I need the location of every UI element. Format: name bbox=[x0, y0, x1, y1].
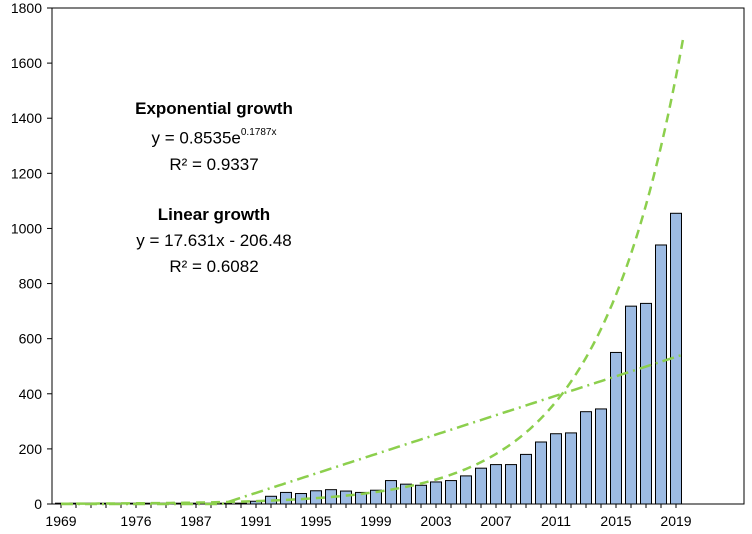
y-tick-label: 1600 bbox=[11, 55, 42, 71]
x-tick-label: 1991 bbox=[240, 513, 271, 529]
bar bbox=[340, 490, 352, 505]
exponential-trendline bbox=[60, 36, 685, 505]
bar bbox=[535, 441, 547, 505]
bar bbox=[580, 411, 592, 505]
y-tick-label: 0 bbox=[34, 496, 42, 512]
linear-trendline bbox=[61, 353, 684, 506]
linear-annotation: Linear growth y = 17.631x - 206.48 R² = … bbox=[94, 202, 334, 280]
linear-title: Linear growth bbox=[157, 205, 271, 224]
bar bbox=[460, 475, 472, 505]
linear-r2: R² = 0.6082 bbox=[169, 257, 259, 276]
bar bbox=[505, 464, 517, 505]
x-tick-label: 1995 bbox=[300, 513, 331, 529]
bar bbox=[400, 483, 412, 505]
bar bbox=[445, 480, 457, 505]
bar bbox=[415, 484, 427, 505]
x-tick-label: 2019 bbox=[660, 513, 691, 529]
plot-frame bbox=[51, 7, 745, 505]
x-tick-label: 2007 bbox=[480, 513, 511, 529]
bar bbox=[235, 502, 247, 505]
x-tick-label: 1969 bbox=[45, 513, 76, 529]
exponential-equation-exponent: 0.1787x bbox=[240, 127, 277, 138]
x-tick-label: 1999 bbox=[360, 513, 391, 529]
bar bbox=[520, 453, 532, 505]
y-tick-label: 600 bbox=[19, 331, 43, 347]
linear-equation: y = 17.631x - 206.48 bbox=[136, 231, 292, 250]
x-tick-label: 1976 bbox=[120, 513, 151, 529]
y-tick-label: 1800 bbox=[11, 0, 42, 16]
bar bbox=[475, 467, 487, 505]
bar bbox=[385, 480, 397, 505]
bar bbox=[595, 408, 607, 505]
x-tick-label: 2003 bbox=[420, 513, 451, 529]
exponential-equation-base: y = 0.8535e bbox=[151, 128, 241, 148]
bar bbox=[430, 481, 442, 505]
exponential-equation: y = 0.8535e0.1787x bbox=[94, 122, 334, 152]
bar bbox=[655, 244, 667, 505]
bar bbox=[490, 464, 502, 505]
bar bbox=[565, 432, 577, 505]
exponential-r2: R² = 0.9337 bbox=[169, 154, 259, 174]
tick-labels-layer: 0 200 400 600 800 1000 1200 1400 1600 1800 1969 197… bbox=[11, 0, 692, 529]
x-tick-label: 1987 bbox=[180, 513, 211, 529]
bar bbox=[640, 302, 652, 505]
y-tick-label: 1400 bbox=[11, 110, 42, 126]
y-tick-label: 400 bbox=[19, 386, 43, 402]
x-tick-label: 2011 bbox=[541, 513, 571, 529]
y-tick-label: 1200 bbox=[11, 165, 42, 181]
trendlines-layer bbox=[60, 36, 685, 506]
y-tick-label: 1000 bbox=[11, 220, 42, 236]
bar bbox=[220, 502, 232, 505]
bar bbox=[355, 491, 367, 505]
bar bbox=[550, 433, 562, 505]
bar bbox=[370, 489, 382, 505]
exponential-title: Exponential growth bbox=[135, 99, 293, 118]
x-tick-label: 2015 bbox=[600, 513, 631, 529]
y-tick-label: 200 bbox=[19, 441, 43, 457]
bar bbox=[280, 491, 292, 505]
bar bbox=[610, 351, 622, 505]
exponential-annotation: Exponential growth y = 0.8535e0.1787x R²… bbox=[94, 96, 334, 178]
bar bbox=[625, 305, 637, 505]
y-tick-label: 800 bbox=[19, 276, 43, 292]
